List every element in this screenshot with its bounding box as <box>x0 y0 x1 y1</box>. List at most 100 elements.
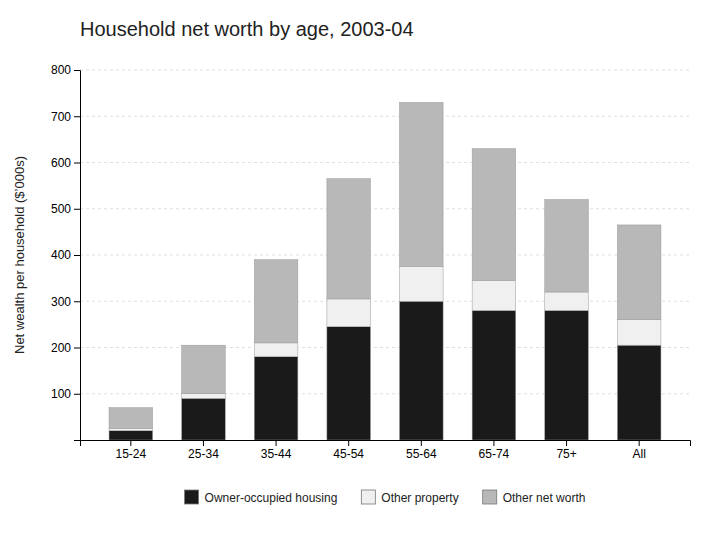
y-tick-label: 200 <box>51 341 71 355</box>
x-tick-mark <box>639 440 640 446</box>
legend-item: Owner-occupied housing <box>185 490 338 505</box>
y-tick: 200 <box>51 341 80 355</box>
y-tick-label: 700 <box>51 110 71 124</box>
bar <box>254 260 298 343</box>
bar <box>327 299 371 327</box>
x-tick: 25-34 <box>188 440 219 461</box>
grid-line <box>80 116 690 117</box>
title: Household net worth by age, 2003-04 <box>80 18 414 40</box>
y-tick-mark <box>74 209 80 210</box>
bar <box>400 102 444 266</box>
y-tick: 800 <box>51 63 80 77</box>
grid-line <box>80 162 690 163</box>
grid-line <box>80 347 690 348</box>
y-tick: 100 <box>51 387 80 401</box>
bar <box>254 343 298 357</box>
bar <box>545 200 589 293</box>
y-tick-mark <box>74 301 80 302</box>
x-tick: 35-44 <box>261 440 292 461</box>
plot: 15-24 25-34 35-44 45-54 55-64 65-74 75+ All 100 2… <box>51 63 691 460</box>
y-tick-label: 100 <box>51 387 71 401</box>
x-tick-mark <box>566 440 567 446</box>
bar <box>545 292 589 311</box>
chart: Household net worth by age, 2003-04 15-24… <box>0 0 720 540</box>
bar <box>400 301 444 440</box>
bar <box>327 327 371 440</box>
x-tick: 15-24 <box>115 440 146 461</box>
y-tick: 400 <box>51 248 80 262</box>
x-tick-mark <box>130 440 131 446</box>
x-tick-mark <box>421 440 422 446</box>
y-axis-label: Net wealth per household ($’000s) <box>12 156 27 354</box>
grid <box>80 70 690 394</box>
x-tick-label: 15-24 <box>115 447 146 461</box>
y-tick-label: 400 <box>51 248 71 262</box>
y-tick-mark <box>74 70 80 71</box>
bar <box>109 408 153 429</box>
x-tick: 75+ <box>556 440 576 461</box>
x-tick-label: 25-34 <box>188 447 219 461</box>
legend-swatch <box>361 490 375 504</box>
y-tick-mark <box>74 163 80 164</box>
bar <box>109 431 153 440</box>
x-tick: 65-74 <box>479 440 510 461</box>
x-tick: 45-54 <box>333 440 364 461</box>
y-axis: 100 200 300 400 500 600 700 800 <box>51 63 81 440</box>
y-tick: 600 <box>51 156 80 170</box>
legend-item: Other property <box>361 490 458 505</box>
y-tick-mark <box>74 116 80 117</box>
series <box>109 102 661 428</box>
y-tick-label: 600 <box>51 156 71 170</box>
legend-label: Other property <box>381 491 458 505</box>
x-tick: 55-64 <box>406 440 437 461</box>
y-tick-mark <box>74 255 80 256</box>
legend: Owner-occupied housing Other property Othe… <box>185 490 586 505</box>
bar <box>182 394 226 399</box>
series <box>109 301 661 440</box>
legend-swatch <box>483 490 497 504</box>
x-tick-label: 35-44 <box>261 447 292 461</box>
x-tick-mark <box>203 440 204 446</box>
grid-line <box>80 393 690 394</box>
x-axis-line <box>81 441 691 447</box>
x-tick-mark <box>348 440 349 446</box>
grid-line <box>80 255 690 256</box>
legend-swatch <box>185 490 199 504</box>
x-tick-label: 55-64 <box>406 447 437 461</box>
bar <box>617 225 661 320</box>
bar <box>400 267 444 302</box>
bar <box>109 428 153 430</box>
grid-line <box>80 301 690 302</box>
y-tick-label: 800 <box>51 63 71 77</box>
x-tick-label: 75+ <box>556 447 576 461</box>
grid-line <box>80 70 690 71</box>
x-tick-label: All <box>632 447 645 461</box>
bar <box>617 345 661 440</box>
y-tick: 700 <box>51 110 80 124</box>
bar <box>182 345 226 394</box>
bar <box>327 179 371 299</box>
legend-item: Other net worth <box>483 490 586 505</box>
x-tick: All <box>632 440 645 461</box>
bar <box>472 280 516 310</box>
y-tick-mark <box>74 348 80 349</box>
y-tick: 300 <box>51 295 80 309</box>
bar <box>617 320 661 345</box>
legend-label: Owner-occupied housing <box>205 491 338 505</box>
y-tick-label: 300 <box>51 295 71 309</box>
y-tick-mark <box>74 394 80 395</box>
y-tick: 500 <box>51 202 80 216</box>
x-tick-label: 45-54 <box>333 447 364 461</box>
bar <box>472 149 516 281</box>
x-axis: 15-24 25-34 35-44 45-54 55-64 65-74 75+ All <box>81 440 691 461</box>
bar <box>472 311 516 441</box>
bars <box>109 102 661 440</box>
grid-line <box>80 208 690 209</box>
x-tick-mark <box>493 440 494 446</box>
bar <box>182 398 226 440</box>
x-tick-mark <box>276 440 277 446</box>
bar <box>254 357 298 440</box>
bar <box>545 311 589 441</box>
y-axis-line <box>74 71 81 441</box>
x-tick-label: 65-74 <box>479 447 510 461</box>
